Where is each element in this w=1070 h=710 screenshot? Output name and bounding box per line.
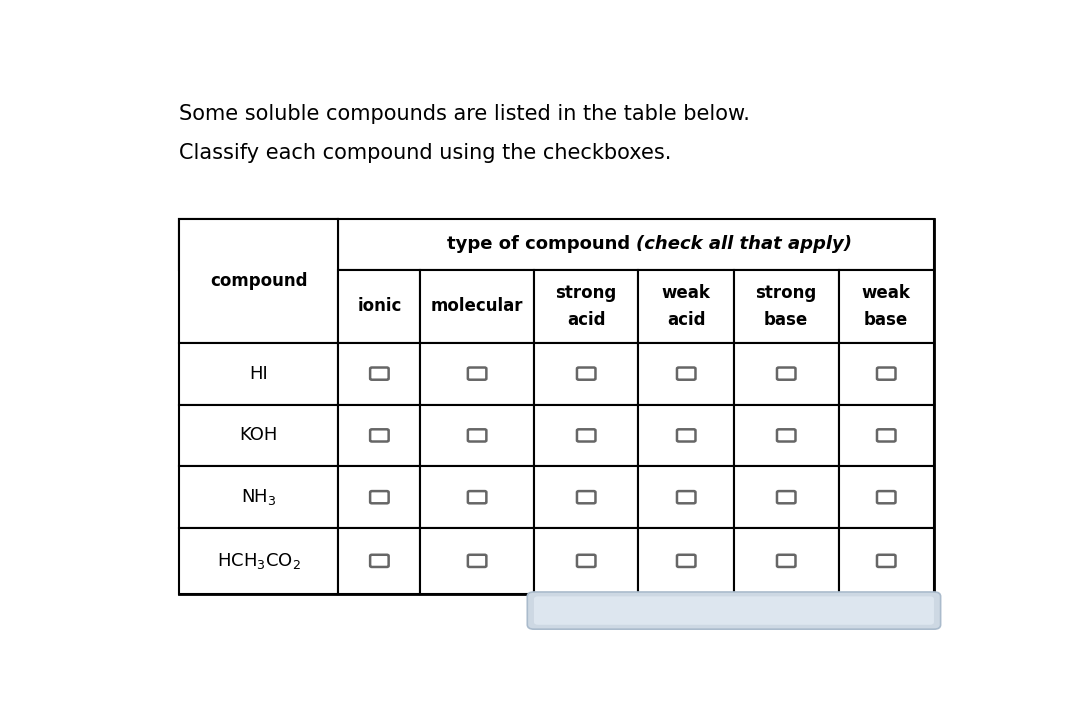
Bar xyxy=(338,466,421,528)
Text: (check all that apply): (check all that apply) xyxy=(637,236,852,253)
Bar xyxy=(180,528,338,594)
Text: weak: weak xyxy=(861,284,911,302)
Bar xyxy=(639,343,734,405)
FancyBboxPatch shape xyxy=(877,555,896,567)
Text: weak: weak xyxy=(661,284,710,302)
Bar xyxy=(421,466,534,528)
FancyBboxPatch shape xyxy=(777,430,795,442)
Bar xyxy=(734,528,839,594)
FancyBboxPatch shape xyxy=(577,430,596,442)
FancyBboxPatch shape xyxy=(370,430,388,442)
Text: acid: acid xyxy=(667,310,705,329)
FancyBboxPatch shape xyxy=(677,555,696,567)
FancyBboxPatch shape xyxy=(577,368,596,380)
FancyBboxPatch shape xyxy=(468,430,487,442)
Text: Some soluble compounds are listed in the table below.: Some soluble compounds are listed in the… xyxy=(180,104,750,124)
FancyBboxPatch shape xyxy=(677,430,696,442)
FancyBboxPatch shape xyxy=(677,491,696,503)
Bar xyxy=(338,270,421,343)
Bar xyxy=(534,466,639,528)
Bar xyxy=(180,466,338,528)
Bar xyxy=(180,343,338,405)
Text: HCH$_3$CO$_2$: HCH$_3$CO$_2$ xyxy=(217,551,301,571)
FancyBboxPatch shape xyxy=(370,368,388,380)
Bar xyxy=(734,270,839,343)
Bar xyxy=(421,405,534,466)
FancyBboxPatch shape xyxy=(370,491,388,503)
FancyBboxPatch shape xyxy=(370,555,388,567)
FancyBboxPatch shape xyxy=(534,596,934,625)
Bar xyxy=(180,405,338,466)
FancyBboxPatch shape xyxy=(577,491,596,503)
Bar xyxy=(734,466,839,528)
Bar xyxy=(338,405,421,466)
Bar xyxy=(839,270,934,343)
Text: base: base xyxy=(865,310,908,329)
Bar xyxy=(180,219,934,594)
Bar xyxy=(534,528,639,594)
Bar xyxy=(639,528,734,594)
Bar xyxy=(839,405,934,466)
Text: molecular: molecular xyxy=(431,297,523,315)
Bar xyxy=(421,343,534,405)
FancyBboxPatch shape xyxy=(468,491,487,503)
Bar xyxy=(421,528,534,594)
Text: base: base xyxy=(764,310,808,329)
FancyBboxPatch shape xyxy=(468,555,487,567)
Text: HI: HI xyxy=(249,365,269,383)
Text: strong: strong xyxy=(755,284,816,302)
Bar xyxy=(534,343,639,405)
FancyBboxPatch shape xyxy=(777,368,795,380)
Bar xyxy=(534,405,639,466)
Bar xyxy=(639,270,734,343)
Text: type of compound: type of compound xyxy=(447,236,637,253)
FancyBboxPatch shape xyxy=(577,555,596,567)
Text: ionic: ionic xyxy=(357,297,401,315)
FancyBboxPatch shape xyxy=(777,491,795,503)
Bar xyxy=(734,405,839,466)
Bar xyxy=(338,219,934,270)
Bar xyxy=(839,343,934,405)
Text: KOH: KOH xyxy=(240,427,278,444)
Text: compound: compound xyxy=(210,272,308,290)
Bar xyxy=(180,219,338,343)
FancyBboxPatch shape xyxy=(777,555,795,567)
Bar xyxy=(839,466,934,528)
FancyBboxPatch shape xyxy=(877,430,896,442)
Text: Classify each compound using the checkboxes.: Classify each compound using the checkbo… xyxy=(180,143,672,163)
FancyBboxPatch shape xyxy=(677,368,696,380)
Bar xyxy=(639,405,734,466)
Bar xyxy=(421,270,534,343)
Bar xyxy=(338,343,421,405)
Bar xyxy=(338,528,421,594)
Bar xyxy=(180,219,338,270)
Bar xyxy=(639,466,734,528)
FancyBboxPatch shape xyxy=(528,592,941,629)
FancyBboxPatch shape xyxy=(877,368,896,380)
FancyBboxPatch shape xyxy=(468,368,487,380)
Text: NH$_3$: NH$_3$ xyxy=(241,487,277,507)
Bar xyxy=(534,270,639,343)
Bar xyxy=(839,528,934,594)
FancyBboxPatch shape xyxy=(877,491,896,503)
Text: acid: acid xyxy=(567,310,606,329)
Bar xyxy=(734,343,839,405)
Text: strong: strong xyxy=(555,284,616,302)
